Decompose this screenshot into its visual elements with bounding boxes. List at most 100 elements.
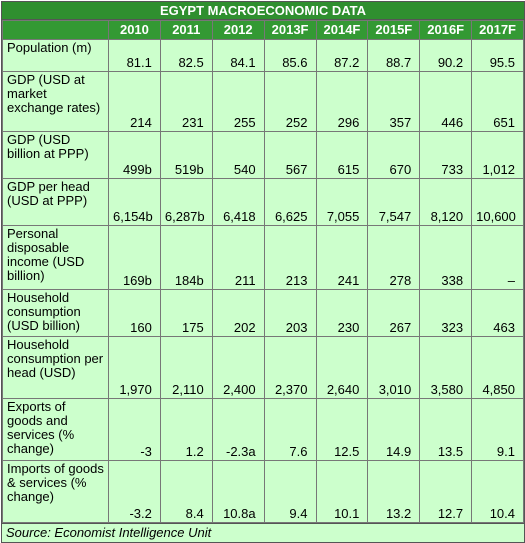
table-cell: 84.1: [211, 39, 265, 72]
table-cell: 7,055: [315, 178, 369, 226]
table-cell: 10.1: [315, 460, 369, 523]
table-cell: 13.2: [367, 460, 421, 523]
table-cell: 2,640: [315, 336, 369, 399]
table-cell: 10.4: [471, 460, 524, 523]
table-cell: 169b: [108, 225, 161, 290]
table-cell: 6,287b: [159, 178, 213, 226]
table-cell: 211: [211, 225, 265, 290]
table-cell: 213: [263, 225, 317, 290]
row-label: GDP (USD at market exchange rates): [2, 71, 109, 132]
table-body: Population (m) 81.1 82.5 84.1 85.6 87.2 88.7 90…: [2, 39, 524, 523]
table-cell: 14.9: [367, 398, 421, 461]
table-cell: 9.4: [263, 460, 317, 523]
table-cell: 255: [211, 71, 265, 132]
row-label: GDP per head (USD at PPP): [2, 178, 109, 226]
table-cell: 9.1: [471, 398, 524, 461]
table-cell: 10,600: [471, 178, 524, 226]
table-title: EGYPT MACROECONOMIC DATA: [2, 2, 524, 20]
table-cell: 8.4: [159, 460, 213, 523]
table-cell: 6,154b: [108, 178, 161, 226]
row-label: Exports of goods and services (% change): [2, 398, 109, 461]
table-cell: 85.6: [263, 39, 317, 72]
table-cell: 733: [419, 131, 473, 179]
header-row: 2010 2011 2012 2013F 2014F 2015F 2016F 2017F: [2, 20, 524, 40]
corner-cell: [2, 20, 109, 40]
column-header: 2010: [108, 20, 161, 40]
table-cell: 540: [211, 131, 265, 179]
column-header: 2013F: [263, 20, 317, 40]
table-cell: 12.7: [419, 460, 473, 523]
table-row: Household consumption (USD billion) 160 17…: [2, 289, 524, 337]
table-cell: 202: [211, 289, 265, 337]
table-cell: 214: [108, 71, 161, 132]
table-row: Personal disposable income (USD billion)…: [2, 225, 524, 290]
data-table: 2010 2011 2012 2013F 2014F 2015F 2016F 2017F Po…: [2, 20, 524, 523]
table-row: Exports of goods and services (% change)…: [2, 398, 524, 461]
row-label: Imports of goods & services (% change): [2, 460, 109, 523]
table-cell: 1,012: [471, 131, 524, 179]
table-cell: 241: [315, 225, 369, 290]
table-cell: 3,010: [367, 336, 421, 399]
table-cell: 13.5: [419, 398, 473, 461]
table-row: GDP (USD billion at PPP) 499b 519b 540 567 61…: [2, 131, 524, 179]
table-cell: 4,850: [471, 336, 524, 399]
table-cell: 7,547: [367, 178, 421, 226]
table-row: GDP per head (USD at PPP) 6,154b 6,287b 6,4…: [2, 178, 524, 226]
table-cell: 2,110: [159, 336, 213, 399]
table-cell: 230: [315, 289, 369, 337]
table-cell: 175: [159, 289, 213, 337]
table-cell: 615: [315, 131, 369, 179]
table-cell: 338: [419, 225, 473, 290]
table-cell: 10.8a: [211, 460, 265, 523]
table-cell: 296: [315, 71, 369, 132]
column-header: 2012: [211, 20, 265, 40]
table-cell: 203: [263, 289, 317, 337]
table-cell: 567: [263, 131, 317, 179]
column-header: 2015F: [367, 20, 421, 40]
table-cell: -2.3a: [211, 398, 265, 461]
table-cell: 499b: [108, 131, 161, 179]
table-row: Imports of goods & services (% change) -3…: [2, 460, 524, 523]
table-cell: 670: [367, 131, 421, 179]
table-cell: 252: [263, 71, 317, 132]
column-header: 2011: [159, 20, 213, 40]
column-header: 2016F: [419, 20, 473, 40]
table-cell: 6,418: [211, 178, 265, 226]
table-cell: 87.2: [315, 39, 369, 72]
table-cell: 463: [471, 289, 524, 337]
table-cell: 90.2: [419, 39, 473, 72]
column-header: 2014F: [315, 20, 369, 40]
table-cell: –: [471, 225, 524, 290]
table-row: GDP (USD at market exchange rates) 214 231…: [2, 71, 524, 132]
table-cell: 231: [159, 71, 213, 132]
table-cell: 8,120: [419, 178, 473, 226]
table-cell: -3.2: [108, 460, 161, 523]
row-label: Personal disposable income (USD billion): [2, 225, 109, 290]
table-cell: 82.5: [159, 39, 213, 72]
row-label: GDP (USD billion at PPP): [2, 131, 109, 179]
table-cell: 6,625: [263, 178, 317, 226]
table-cell: 323: [419, 289, 473, 337]
table-cell: 519b: [159, 131, 213, 179]
table-cell: 160: [108, 289, 161, 337]
table-row: Household consumption per head (USD) 1,97…: [2, 336, 524, 399]
table-cell: 184b: [159, 225, 213, 290]
source-note: Source: Economist Intelligence Unit: [2, 523, 524, 542]
table-cell: 1,970: [108, 336, 161, 399]
table-cell: 7.6: [263, 398, 317, 461]
table-cell: -3: [108, 398, 161, 461]
table-cell: 2,370: [263, 336, 317, 399]
table-cell: 88.7: [367, 39, 421, 72]
row-label: Household consumption per head (USD): [2, 336, 109, 399]
table-cell: 95.5: [471, 39, 524, 72]
table-cell: 3,580: [419, 336, 473, 399]
table-cell: 651: [471, 71, 524, 132]
table-row: Population (m) 81.1 82.5 84.1 85.6 87.2 88.7 90…: [2, 39, 524, 72]
table-cell: 2,400: [211, 336, 265, 399]
table-cell: 446: [419, 71, 473, 132]
table-cell: 12.5: [315, 398, 369, 461]
table-cell: 278: [367, 225, 421, 290]
row-label: Population (m): [2, 39, 109, 72]
